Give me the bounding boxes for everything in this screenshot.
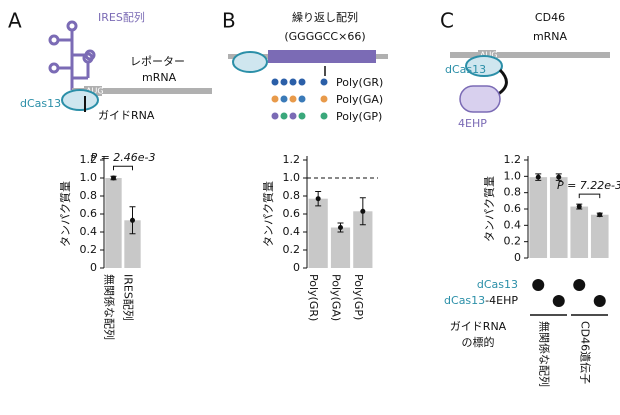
dipeptide-dots bbox=[271, 78, 328, 120]
condition-dot bbox=[532, 279, 545, 291]
bar bbox=[124, 220, 141, 268]
dcas13-label: dCas13 bbox=[445, 63, 486, 76]
condition-label: dCas13 bbox=[477, 278, 518, 291]
bar bbox=[570, 206, 589, 258]
bar bbox=[330, 227, 351, 268]
condition-dot bbox=[573, 279, 586, 291]
reporter-label: mRNA bbox=[142, 71, 177, 84]
dcas13-shape bbox=[61, 89, 99, 111]
y-tick-label: 0.6 bbox=[504, 202, 522, 215]
y-tick-label: 0 bbox=[90, 261, 97, 274]
y-tick-label: 0.4 bbox=[504, 218, 522, 231]
ires-label: IRES配列 bbox=[98, 10, 145, 24]
aug-box bbox=[478, 50, 496, 60]
y-tick-label: 0.6 bbox=[283, 207, 301, 220]
group-label: 無関係な配列 bbox=[538, 321, 552, 387]
y-tick-label: 1.0 bbox=[80, 171, 98, 184]
group-title: ガイドRNA bbox=[450, 320, 507, 333]
dcas13-shape bbox=[465, 55, 503, 77]
repeat-label: (GGGGCC×66) bbox=[284, 30, 365, 43]
y-axis-label: タンパク質量 bbox=[482, 176, 496, 242]
mean-dot bbox=[535, 174, 541, 180]
reporter-label: レポーター bbox=[130, 55, 185, 68]
y-tick-label: 0 bbox=[514, 251, 521, 264]
dcas13-shape bbox=[232, 51, 268, 73]
p-value: P = 7.22e-3 bbox=[557, 179, 620, 192]
target-label: CD46 bbox=[535, 11, 565, 24]
condition-dot bbox=[593, 295, 606, 307]
y-tick-label: 0.8 bbox=[283, 189, 301, 202]
y-tick-label: 1.2 bbox=[504, 153, 522, 166]
bar bbox=[529, 177, 548, 258]
aug-box bbox=[84, 86, 102, 96]
dcas13-label: dCas13 bbox=[20, 97, 61, 110]
repeat-label: 繰り返し配列 bbox=[292, 10, 358, 24]
y-axis-label: タンパク質量 bbox=[58, 181, 72, 247]
y-tick-label: 0 bbox=[293, 261, 300, 274]
y-tick-label: 0.8 bbox=[504, 186, 522, 199]
y-tick-label: 0.4 bbox=[283, 225, 301, 238]
aug-label: AUG bbox=[86, 87, 104, 96]
mean-dot bbox=[360, 208, 366, 214]
mrna bbox=[72, 88, 212, 94]
mean-dot bbox=[338, 225, 343, 230]
group-title: の標的 bbox=[462, 335, 495, 349]
condition-dot bbox=[552, 295, 565, 307]
bar bbox=[308, 198, 328, 268]
x-tick-label: 無関係な配列 bbox=[103, 274, 117, 340]
group-label: CD46遺伝子 bbox=[579, 321, 593, 384]
y-tick-label: 0.4 bbox=[80, 225, 98, 238]
x-tick-label: Poly(GP) bbox=[352, 274, 365, 320]
guide-label: ガイドRNA bbox=[98, 109, 155, 122]
condition-suffix: -4EHP bbox=[485, 294, 518, 307]
y-tick-label: 1.0 bbox=[504, 169, 522, 182]
mean-dot bbox=[111, 175, 116, 181]
panel-label: C bbox=[440, 9, 454, 33]
aug-label: AUG bbox=[480, 51, 498, 60]
y-tick-label: 1.0 bbox=[283, 171, 301, 184]
mean-dot bbox=[597, 212, 603, 218]
condition-name: dCas13 bbox=[477, 278, 518, 291]
effector-label: 4EHP bbox=[458, 117, 487, 130]
y-tick-label: 0.2 bbox=[80, 243, 98, 256]
x-tick-label: Poly(GR) bbox=[307, 274, 320, 321]
mean-dot bbox=[576, 204, 582, 210]
y-tick-label: 0.8 bbox=[80, 189, 98, 202]
bar bbox=[105, 178, 122, 268]
y-tick-label: 0.2 bbox=[504, 235, 522, 248]
mrna bbox=[450, 52, 610, 58]
condition-name: dCas13 bbox=[444, 294, 485, 307]
y-tick-label: 0.2 bbox=[283, 243, 301, 256]
condition-label: dCas13-4EHP bbox=[444, 294, 518, 307]
x-tick-label: IRES配列 bbox=[122, 274, 136, 321]
y-tick-label: 1.2 bbox=[283, 153, 301, 166]
significance-bracket bbox=[113, 165, 133, 171]
x-tick-label: Poly(GA) bbox=[330, 274, 343, 321]
bar bbox=[590, 214, 609, 258]
significance-bracket bbox=[578, 193, 601, 199]
bar bbox=[353, 211, 373, 268]
product-label: Poly(GP) bbox=[336, 110, 382, 123]
ires-structure bbox=[48, 20, 96, 90]
panel-label: B bbox=[222, 9, 236, 33]
effector-shape bbox=[459, 85, 501, 113]
p-value: P = 2.46e-3 bbox=[90, 151, 155, 164]
target-label: mRNA bbox=[533, 30, 568, 43]
y-tick-label: 0.6 bbox=[80, 207, 98, 220]
panel-label: A bbox=[8, 9, 22, 33]
mean-dot bbox=[556, 174, 562, 180]
bar bbox=[549, 177, 568, 258]
y-axis-label: タンパク質量 bbox=[261, 181, 275, 247]
product-label: Poly(GR) bbox=[336, 76, 383, 89]
y-tick-label: 1.2 bbox=[80, 153, 98, 166]
mean-dot bbox=[130, 217, 135, 223]
product-label: Poly(GA) bbox=[336, 93, 383, 106]
mean-dot bbox=[315, 196, 321, 202]
repeat-box bbox=[268, 50, 376, 63]
